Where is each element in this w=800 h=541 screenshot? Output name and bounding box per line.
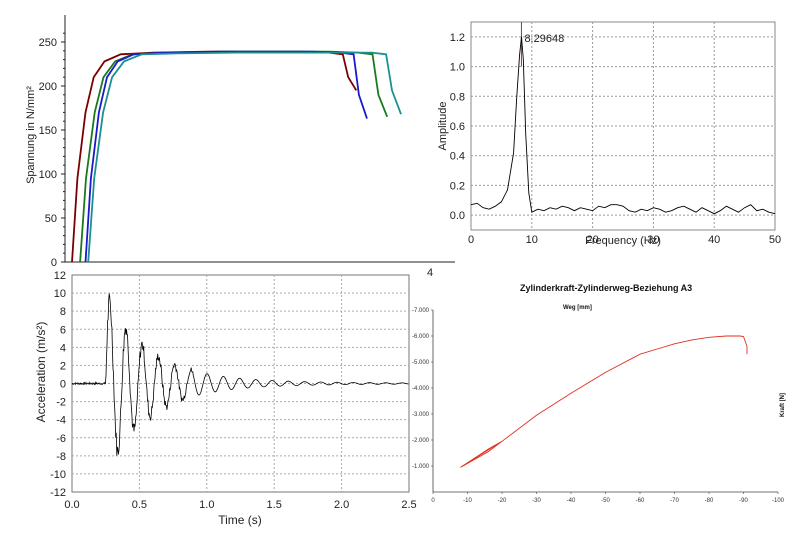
acceleration-y-tick-label: 8 (60, 306, 66, 318)
cylinder-line (460, 335, 748, 468)
spectrum-ticks: 0 10 20 30 40 50 0.0 0.2 0.4 0.6 0.8 1.0 1.2 (450, 32, 781, 246)
spectrum-grid (471, 22, 775, 230)
acceleration-y-label: Acceleration (m/s²) (34, 322, 48, 423)
acceleration-x-tick-label: 2.0 (334, 499, 349, 511)
spectrum-x-label: Frequency (Hz) (585, 235, 661, 247)
cylinder-x-tick-label: -30 (532, 498, 541, 504)
acceleration-y-tick-label: -4 (56, 415, 66, 427)
stress-series-line (87, 51, 402, 263)
spectrum-x-tick-label: 40 (708, 234, 720, 246)
spectrum-y-tick-label: 1.0 (450, 62, 465, 74)
cylinder-y-tick-label: -6.000 (412, 334, 430, 340)
acceleration-x-label: Time (s) (218, 513, 262, 527)
stress-corner-label: 4 (427, 267, 433, 279)
stress-y-tick-label: 150 (39, 125, 57, 137)
acceleration-y-tick-label: 10 (54, 288, 66, 300)
cylinder-x-tick-label: -80 (705, 498, 714, 504)
spectrum-y-tick-label: 0.2 (450, 180, 465, 192)
cylinder-y-tick-label: -7.000 (412, 308, 430, 314)
spectrum-y-tick-label: 0.6 (450, 121, 465, 133)
spectrum-x-tick-label: 20 (586, 234, 598, 246)
cylinder-x-tick-label: 0 (431, 498, 435, 504)
stress-series-line (84, 50, 368, 263)
spectrum-x-tick-label: 10 (526, 234, 538, 246)
stress-y-label: Spannung in N/mm² (25, 86, 37, 184)
stress-series (71, 50, 402, 263)
cylinder-panel: Zylinderkraft-Zylinderweg-Beziehung A3 W… (412, 283, 786, 504)
cylinder-x-tick-label: -100 (772, 498, 785, 504)
spectrum-x-tick-label: 30 (647, 234, 659, 246)
acceleration-x-tick-label: 2.5 (401, 499, 416, 511)
spectrum-y-label: Amplitude (437, 102, 449, 151)
cylinder-title: Zylinderkraft-Zylinderweg-Beziehung A3 (520, 283, 692, 293)
cylinder-x-tick-label: -40 (567, 498, 576, 504)
stress-y-tick-label: 0 (51, 257, 57, 269)
acceleration-y-tick-label: -2 (56, 397, 66, 409)
spectrum-y-tick-label: 0.8 (450, 91, 465, 103)
stress-strain-panel: 4 Spannung in N/mm² 0 50 100 150 200 250 (25, 15, 455, 279)
cylinder-x-label: Weg [mm] (563, 305, 592, 311)
cylinder-y-tick-label: -2.000 (412, 438, 430, 444)
cylinder-y-tick-label: -1.000 (412, 464, 430, 470)
acceleration-y-tick-label: 2 (60, 360, 66, 372)
spectrum-y-tick-label: 1.2 (450, 32, 465, 44)
spectrum-y-tick-label: 0.4 (450, 151, 465, 163)
acceleration-y-tick-label: 4 (60, 342, 66, 354)
cylinder-x-tick-label: -10 (463, 498, 472, 504)
acceleration-x-tick-label: 0.0 (64, 499, 79, 511)
cylinder-x-tick-label: -70 (670, 498, 679, 504)
cylinder-x-tick-label: -60 (636, 498, 645, 504)
cylinder-x-tick-label: -50 (601, 498, 610, 504)
spectrum-peak-label: 8.29648 (524, 33, 564, 45)
cylinder-x-tick-label: -20 (498, 498, 507, 504)
cylinder-y-tick-label: -3.000 (412, 412, 430, 418)
acceleration-y-tick-label: -8 (56, 451, 66, 463)
cylinder-x-tick-label: -90 (739, 498, 748, 504)
acceleration-x-tick-label: 0.5 (132, 499, 147, 511)
spectrum-y-tick-label: 0.0 (450, 210, 465, 222)
acceleration-x-tick-label: 1.5 (267, 499, 282, 511)
stress-y-tick-label: 50 (45, 213, 57, 225)
acceleration-panel: 0.0 0.5 1.0 1.5 2.0 2.5 -12 -10 -8 -6 -4 -2 0 2 4 6 8 10 1… (34, 270, 417, 527)
spectrum-panel: 0 10 20 30 40 50 0.0 0.2 0.4 0.6 0.8 1.0 1.2 Frequen… (437, 21, 781, 247)
cylinder-ticks: 0 -10 -20 -30 -40 -50 -60 -70 -80 -90 -100 -1.000 -2… (412, 308, 785, 504)
acceleration-y-tick-label: -12 (50, 487, 66, 499)
acceleration-y-tick-label: 12 (54, 270, 66, 282)
cylinder-y-tick-label: -5.000 (412, 360, 430, 366)
stress-y-tick-label: 200 (39, 81, 57, 93)
acceleration-ticks: 0.0 0.5 1.0 1.5 2.0 2.5 -12 -10 -8 -6 -4 -2 0 2 4 6 8 10 1… (50, 270, 417, 511)
acceleration-line (71, 293, 409, 456)
spectrum-line (470, 36, 776, 215)
cylinder-y-label: Kraft [N] (780, 393, 786, 417)
spectrum-x-tick-label: 0 (468, 234, 474, 246)
stress-y-ticks: 0 50 100 150 200 250 (39, 32, 65, 269)
stress-y-tick-label: 250 (39, 37, 57, 49)
acceleration-y-tick-label: 0 (60, 379, 66, 391)
cylinder-y-tick-label: -4.000 (412, 386, 430, 392)
acceleration-y-tick-label: -10 (50, 469, 66, 481)
stress-y-tick-label: 100 (39, 169, 57, 181)
acceleration-x-tick-label: 1.0 (199, 499, 214, 511)
acceleration-y-tick-label: 6 (60, 324, 66, 336)
acceleration-y-tick-label: -6 (56, 433, 66, 445)
spectrum-x-tick-label: 50 (769, 234, 781, 246)
